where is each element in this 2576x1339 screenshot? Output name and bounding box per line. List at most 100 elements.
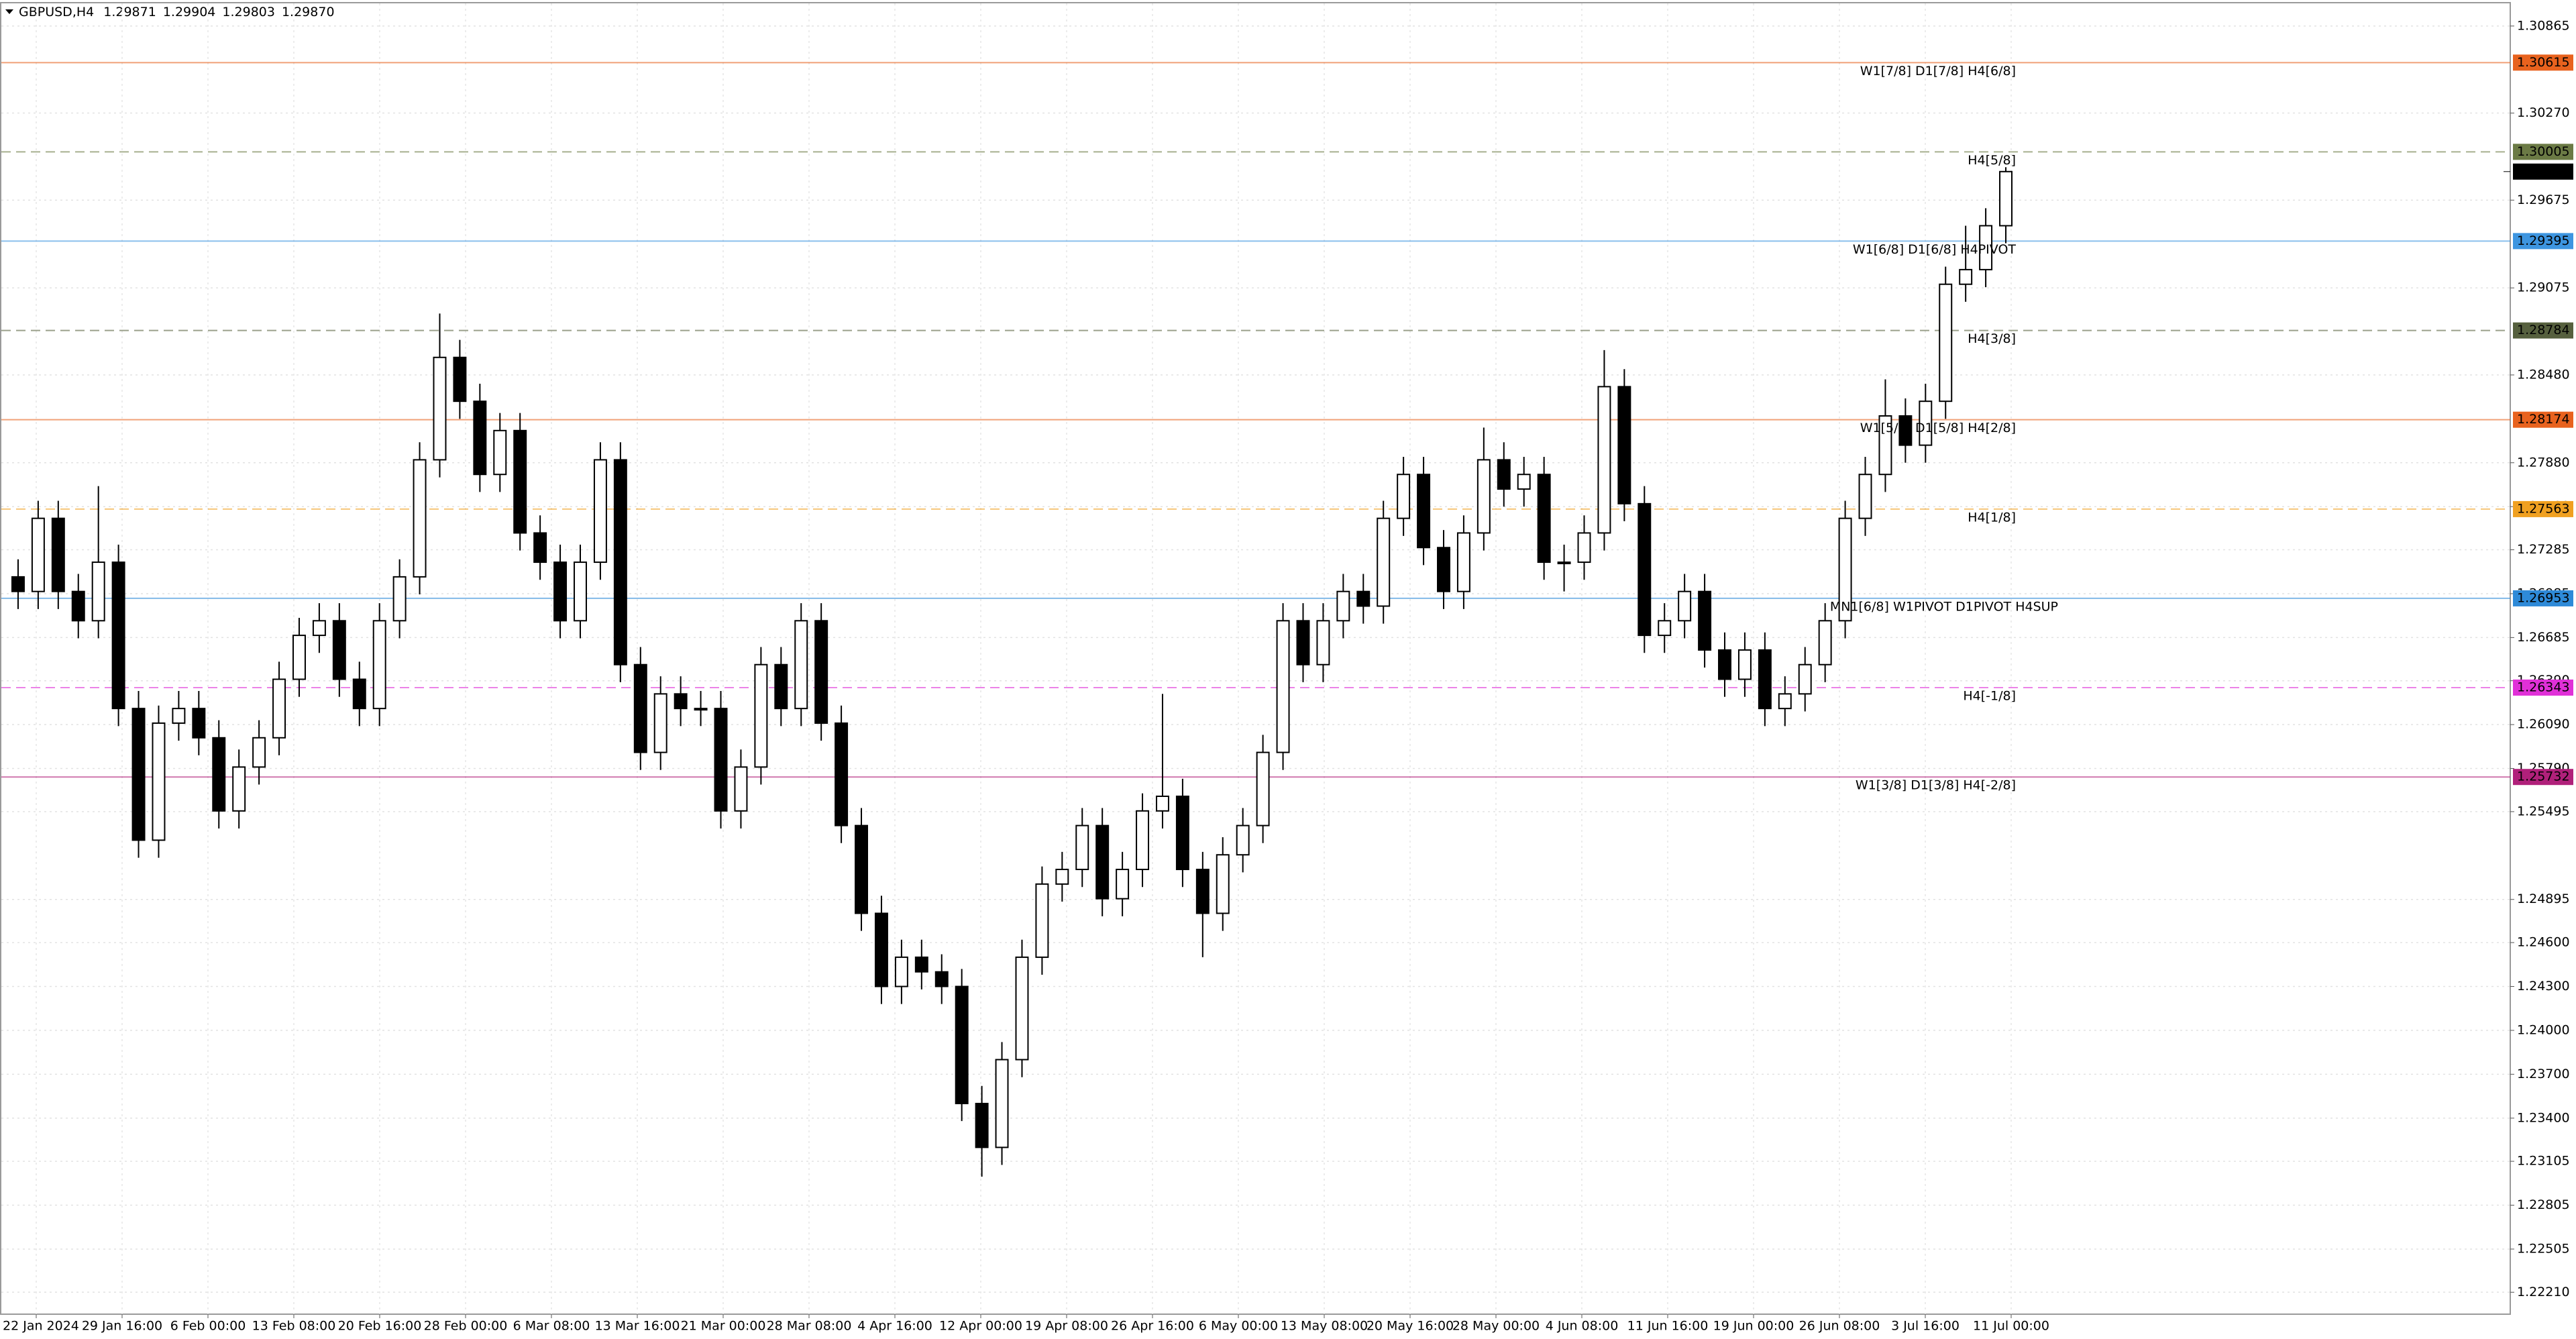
x-tick-label: 13 Mar 16:00 bbox=[595, 1319, 680, 1334]
y-tick-label: 1.29075 bbox=[2517, 280, 2570, 295]
level-label: MN1[6/8] W1PIVOT D1PIVOT H4SUP bbox=[1830, 599, 2058, 614]
candle-body bbox=[653, 693, 667, 753]
x-tick-label: 19 Jun 00:00 bbox=[1713, 1319, 1794, 1334]
x-tick-label: 20 Feb 16:00 bbox=[338, 1319, 422, 1334]
candle-body bbox=[1095, 824, 1110, 900]
candle-body bbox=[1356, 590, 1371, 607]
candle-body bbox=[1456, 532, 1470, 592]
candle-body bbox=[1979, 225, 1993, 270]
candle-body bbox=[1698, 590, 1712, 651]
y-tick-label: 1.22805 bbox=[2517, 1197, 2570, 1212]
price-tag-label: 1.28784 bbox=[2517, 323, 2570, 337]
candle-body bbox=[1577, 532, 1591, 564]
x-tick-label: 13 May 08:00 bbox=[1281, 1319, 1368, 1334]
candle-body bbox=[955, 985, 969, 1104]
y-tick-label: 1.23700 bbox=[2517, 1067, 2570, 1081]
x-tick-label: 4 Jun 08:00 bbox=[1546, 1319, 1619, 1334]
x-tick-label: 26 Jun 08:00 bbox=[1799, 1319, 1880, 1334]
level-label: W1[5/8] D1[5/8] H4[2/8] bbox=[1860, 421, 2016, 435]
candle-body bbox=[152, 722, 166, 841]
level-label: H4[1/8] bbox=[1968, 510, 2016, 525]
candle-body bbox=[1617, 386, 1631, 504]
candle-body bbox=[1155, 795, 1169, 812]
candle-body bbox=[272, 678, 286, 739]
x-tick-label: 6 May 00:00 bbox=[1199, 1319, 1278, 1334]
price-tag bbox=[2513, 769, 2573, 786]
candle-body bbox=[914, 956, 928, 973]
candle-body bbox=[574, 561, 587, 622]
candle-body bbox=[91, 561, 105, 622]
candle-body bbox=[1055, 869, 1069, 885]
plot-frame bbox=[0, 2, 2511, 1315]
level-label: W1[3/8] D1[3/8] H4[-2/8] bbox=[1856, 778, 2016, 793]
candle-body bbox=[131, 708, 146, 841]
ohlc-close: 1.29870 bbox=[282, 5, 335, 19]
candle-body bbox=[1437, 547, 1450, 592]
candle-body bbox=[1015, 956, 1029, 1061]
candle-body bbox=[894, 956, 908, 987]
candle-body bbox=[1035, 883, 1049, 958]
candle-body bbox=[1919, 400, 1933, 446]
y-tick-label: 1.27880 bbox=[2517, 455, 2570, 470]
candle-body bbox=[1316, 620, 1330, 665]
candle-body bbox=[694, 708, 708, 711]
price-tag-label: 1.26953 bbox=[2517, 590, 2570, 605]
x-tick-label: 26 Apr 16:00 bbox=[1111, 1319, 1194, 1334]
candle-body bbox=[1397, 474, 1411, 519]
candle-body bbox=[553, 561, 568, 622]
candle-body bbox=[352, 678, 366, 710]
menu-arrow[interactable] bbox=[5, 9, 13, 14]
candle-body bbox=[714, 708, 728, 812]
price-tag bbox=[2513, 233, 2573, 250]
y-tick-label: 1.25495 bbox=[2517, 804, 2570, 818]
price-tag bbox=[2513, 590, 2573, 606]
candle-body bbox=[1136, 810, 1150, 871]
candle-body bbox=[734, 766, 748, 812]
price-tag-label: 1.27563 bbox=[2517, 501, 2570, 516]
candle-body bbox=[1276, 620, 1290, 753]
candle-body bbox=[593, 459, 607, 564]
candle-body bbox=[111, 561, 125, 710]
candle-body bbox=[1557, 561, 1571, 565]
candle-body bbox=[874, 912, 888, 987]
candle-body bbox=[975, 1102, 989, 1148]
y-tick-label: 1.26685 bbox=[2517, 630, 2570, 645]
y-tick-label: 1.22210 bbox=[2517, 1285, 2570, 1299]
current-price-label: 1.29870 bbox=[2517, 164, 2570, 178]
x-tick-label: 6 Mar 08:00 bbox=[513, 1319, 590, 1334]
price-tag-label: 1.26343 bbox=[2517, 680, 2570, 694]
x-tick-label: 4 Apr 16:00 bbox=[857, 1319, 932, 1334]
candle-body bbox=[1497, 459, 1511, 490]
candle-body bbox=[71, 590, 85, 622]
x-tick-label: 12 Apr 00:00 bbox=[939, 1319, 1022, 1334]
x-tick-label: 6 Feb 00:00 bbox=[170, 1319, 246, 1334]
candle-body bbox=[312, 620, 326, 637]
level-label: H4[5/8] bbox=[1968, 153, 2016, 168]
candle-body bbox=[212, 737, 226, 812]
y-tick-label: 1.24300 bbox=[2517, 979, 2570, 994]
candle-body bbox=[1678, 590, 1692, 622]
ohlc-high: 1.29904 bbox=[163, 5, 216, 19]
x-tick-label: 13 Feb 08:00 bbox=[252, 1319, 336, 1334]
price-tag-label: 1.28174 bbox=[2517, 412, 2570, 427]
candle-body bbox=[513, 429, 527, 534]
candle-body bbox=[934, 971, 949, 987]
x-tick-label: 21 Mar 00:00 bbox=[681, 1319, 766, 1334]
candle-body bbox=[613, 459, 627, 665]
candle-body bbox=[1597, 386, 1611, 534]
candle-body bbox=[1075, 824, 1089, 871]
y-tick-label: 1.24000 bbox=[2517, 1022, 2570, 1037]
y-tick-label: 1.24600 bbox=[2517, 935, 2570, 950]
candle-body bbox=[1999, 170, 2013, 227]
candle-body bbox=[1798, 663, 1812, 695]
candle-body bbox=[252, 737, 266, 768]
x-tick-label: 11 Jul 00:00 bbox=[1973, 1319, 2049, 1334]
candle-body bbox=[372, 620, 386, 710]
candle-body bbox=[1116, 869, 1130, 900]
level-label: W1[7/8] D1[7/8] H4[6/8] bbox=[1860, 64, 2016, 78]
x-tick-label: 28 Mar 08:00 bbox=[767, 1319, 852, 1334]
candle-body bbox=[493, 429, 507, 476]
y-tick-label: 1.29675 bbox=[2517, 193, 2570, 207]
y-tick-label: 1.27285 bbox=[2517, 542, 2570, 557]
